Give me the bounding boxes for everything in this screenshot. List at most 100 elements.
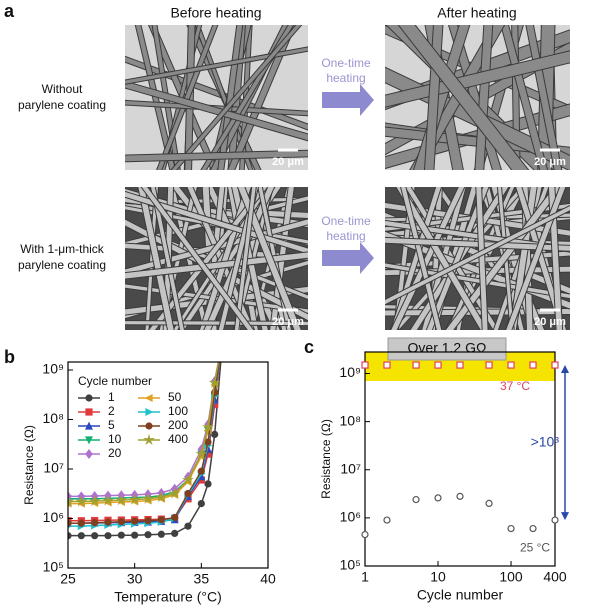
marker (171, 513, 179, 522)
marker (551, 516, 559, 524)
fiber (200, 187, 251, 330)
arrow-text: heating (326, 229, 365, 243)
marker (68, 495, 74, 507)
marker (218, 343, 224, 349)
arrow-text: One-time (321, 56, 371, 70)
fiber (425, 25, 443, 170)
fiber (173, 187, 270, 330)
fiber (475, 25, 493, 170)
plot-area (68, 342, 226, 540)
marker (204, 438, 212, 446)
marker (157, 530, 165, 538)
marker (197, 499, 205, 508)
fiber (501, 25, 548, 170)
fiber (385, 251, 570, 269)
x-axis-title: Temperature (°C) (114, 589, 222, 605)
marker (117, 531, 125, 539)
arrow-text: heating (326, 71, 365, 85)
marker (204, 480, 212, 488)
marker (361, 361, 369, 369)
plot-frame (67, 361, 269, 569)
fiber (125, 321, 308, 326)
fiber (125, 252, 308, 279)
marker (131, 517, 139, 525)
marker (412, 361, 420, 369)
marker (485, 361, 493, 369)
y-tick-label: 10⁹ (339, 364, 361, 380)
row-label: parylene coating (18, 258, 106, 272)
marker (208, 376, 221, 388)
marker (434, 361, 442, 369)
marker (197, 467, 205, 475)
x-tick-label: 400 (543, 569, 567, 585)
scale-bar-label: 20 μm (534, 156, 566, 168)
marker (456, 492, 464, 500)
row-label: Without (42, 82, 83, 96)
marker (131, 531, 139, 539)
x-tick-label: 100 (499, 569, 523, 585)
fiber (445, 187, 562, 330)
marker (434, 494, 442, 502)
fiber (125, 47, 308, 84)
legend-label: 1 (108, 390, 115, 404)
marker (383, 361, 391, 369)
x-tick-label: 1 (361, 569, 369, 585)
fiber (385, 205, 570, 305)
marker (218, 352, 224, 358)
arrow-head (561, 365, 569, 374)
scale-bar-label: 20 μm (272, 156, 304, 168)
marker (383, 516, 391, 524)
x-tick-label: 40 (260, 571, 276, 587)
heating-arrow: One-time heating One-time heating (321, 56, 374, 274)
marker (412, 495, 420, 504)
fiber (398, 25, 528, 170)
marker (456, 361, 464, 369)
x-tick-label: 10 (430, 569, 446, 585)
marker (218, 343, 224, 349)
x-tick-label: 30 (127, 571, 143, 587)
marker (202, 420, 214, 433)
marker (507, 524, 515, 533)
marker (218, 342, 224, 350)
marker (85, 449, 93, 459)
marker (85, 436, 93, 445)
x-tick-label: 25 (60, 571, 76, 587)
fiber (138, 187, 174, 330)
fiber (385, 263, 570, 299)
column-title: After heating (437, 5, 516, 21)
marker (145, 408, 154, 416)
plot-frame (364, 351, 556, 567)
marker (218, 342, 226, 349)
fiber (401, 187, 442, 330)
fiber (414, 25, 470, 170)
chart: c Over 1.2 GΩ 1 10 100 400 10⁵ 10⁶ 10⁷ 10⁸ 10⁹ Cycl… (304, 337, 569, 603)
row-label: parylene coating (18, 98, 106, 112)
sem-images: 20 μm 20 μm 20 μm 20 μm (125, 25, 570, 330)
legend-label: 2 (108, 404, 115, 418)
fiber (385, 237, 570, 251)
x-axis-title: Cycle number (417, 587, 504, 603)
y-tick-label: 10⁷ (43, 460, 64, 476)
scale-bar-label: 20 μm (534, 316, 566, 328)
fiber (385, 51, 570, 107)
highlight-label: Over 1.2 GΩ (408, 340, 487, 356)
marker (529, 361, 537, 369)
scale-bar-label: 20 μm (272, 316, 304, 328)
marker (218, 343, 224, 349)
marker (507, 361, 515, 369)
marker (91, 532, 99, 540)
x-tick-label: 35 (194, 571, 210, 587)
marker (75, 495, 88, 507)
marker (218, 343, 224, 349)
fiber (141, 187, 254, 330)
marker (182, 473, 194, 486)
arrow (322, 242, 374, 274)
panel-label: b (4, 347, 15, 367)
marker (91, 519, 99, 527)
sem-image: 20 μm (125, 187, 308, 330)
marker (104, 532, 112, 540)
highlight-label-box (387, 337, 507, 361)
marker (145, 422, 153, 430)
panel-label: a (4, 1, 15, 21)
marker (104, 518, 112, 526)
